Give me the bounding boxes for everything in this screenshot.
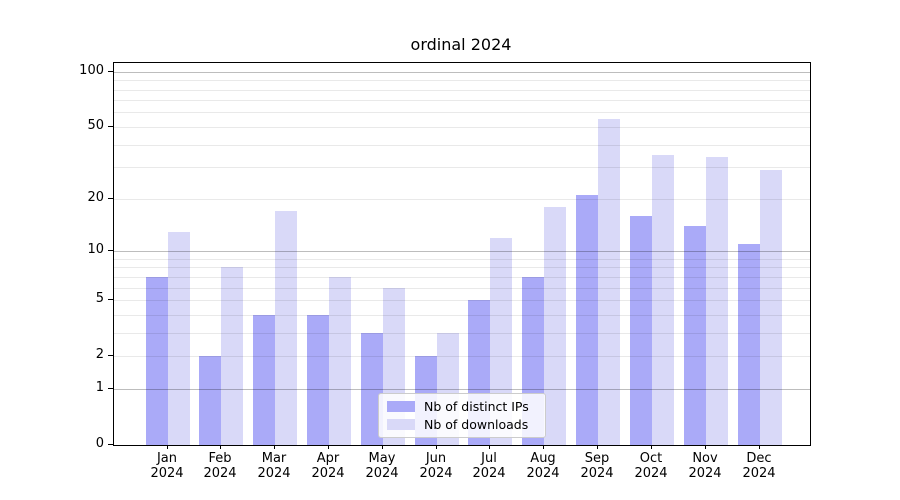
legend-swatch-downloads <box>387 419 415 430</box>
y-tick-mark-50 <box>108 126 113 127</box>
bar-downloads-feb <box>221 267 243 445</box>
y-tick-label-2: 2 <box>95 347 104 362</box>
x-tick-label-mar: Mar 2024 <box>257 451 291 481</box>
y-tick-mark-2 <box>108 355 113 356</box>
bar-ips-sep <box>576 195 598 445</box>
x-tick-mark-oct <box>651 445 652 449</box>
y-tick-mark-100 <box>108 71 113 72</box>
x-tick-mark-jan <box>167 445 168 449</box>
legend-item-downloads: Nb of downloads <box>387 417 537 432</box>
legend: Nb of distinct IPs Nb of downloads <box>378 393 546 438</box>
x-tick-mark-nov <box>705 445 706 449</box>
gridline-40 <box>114 145 810 146</box>
bar-ips-oct <box>630 216 652 445</box>
bar-downloads-dec <box>760 170 782 445</box>
bar-downloads-oct <box>652 155 674 445</box>
x-tick-mark-jun <box>436 445 437 449</box>
x-tick-label-dec: Dec 2024 <box>742 451 776 481</box>
bar-ips-apr <box>307 315 329 445</box>
y-tick-label-5: 5 <box>95 291 104 306</box>
y-tick-mark-1 <box>108 388 113 389</box>
gridline-90 <box>114 80 810 81</box>
gridline-100 <box>114 72 810 73</box>
bar-ips-mar <box>253 315 275 445</box>
gridline-50 <box>114 127 810 128</box>
x-tick-mark-dec <box>759 445 760 449</box>
bar-ips-may <box>361 333 383 445</box>
bar-downloads-apr <box>329 277 351 445</box>
x-tick-mark-sep <box>597 445 598 449</box>
chart-title: ordinal 2024 <box>410 35 512 54</box>
bar-ips-nov <box>684 226 706 445</box>
y-tick-label-100: 100 <box>79 63 104 78</box>
x-tick-label-nov: Nov 2024 <box>688 451 722 481</box>
x-tick-label-jan: Jan 2024 <box>150 451 184 481</box>
y-tick-mark-20 <box>108 198 113 199</box>
x-tick-label-aug: Aug 2024 <box>526 451 560 481</box>
y-tick-label-50: 50 <box>87 118 104 133</box>
y-tick-label-0: 0 <box>95 436 104 451</box>
x-tick-label-jul: Jul 2024 <box>472 451 506 481</box>
x-tick-label-apr: Apr 2024 <box>311 451 345 481</box>
x-tick-label-oct: Oct 2024 <box>634 451 668 481</box>
y-tick-label-20: 20 <box>87 190 104 205</box>
bar-downloads-sep <box>598 119 620 445</box>
gridline-60 <box>114 112 810 113</box>
bar-downloads-nov <box>706 157 728 445</box>
x-tick-mark-feb <box>220 445 221 449</box>
x-tick-label-may: May 2024 <box>365 451 399 481</box>
bar-ips-jan <box>146 277 168 445</box>
bar-downloads-mar <box>275 211 297 445</box>
x-tick-label-sep: Sep 2024 <box>580 451 614 481</box>
x-tick-label-feb: Feb 2024 <box>203 451 237 481</box>
legend-label-distinct-ips: Nb of distinct IPs <box>424 399 529 414</box>
x-tick-mark-apr <box>328 445 329 449</box>
y-tick-mark-0 <box>108 444 113 445</box>
gridline-70 <box>114 100 810 101</box>
bar-downloads-aug <box>544 207 566 445</box>
legend-item-distinct-ips: Nb of distinct IPs <box>387 399 537 414</box>
x-tick-mark-jul <box>489 445 490 449</box>
gridline-80 <box>114 90 810 91</box>
y-tick-mark-10 <box>108 250 113 251</box>
x-tick-mark-aug <box>543 445 544 449</box>
legend-swatch-distinct-ips <box>387 401 415 412</box>
legend-label-downloads: Nb of downloads <box>424 417 529 432</box>
bar-downloads-jan <box>168 232 190 445</box>
x-tick-label-jun: Jun 2024 <box>419 451 453 481</box>
y-tick-label-10: 10 <box>87 242 104 257</box>
x-tick-mark-may <box>382 445 383 449</box>
y-tick-label-1: 1 <box>95 380 104 395</box>
plot-area: Nb of distinct IPs Nb of downloads <box>113 62 811 446</box>
bar-ips-feb <box>199 356 221 445</box>
bar-ips-dec <box>738 244 760 445</box>
y-tick-mark-5 <box>108 299 113 300</box>
x-tick-mark-mar <box>274 445 275 449</box>
